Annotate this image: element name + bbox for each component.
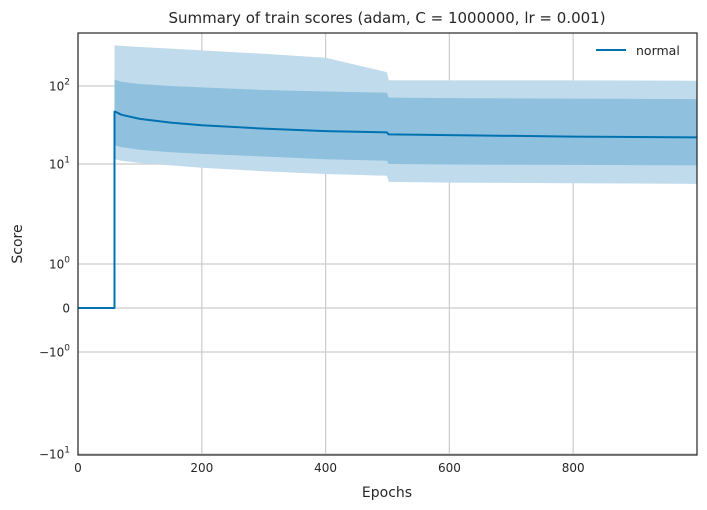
legend-label-normal: normal [636,43,680,58]
x-tick-label: 0 [74,461,82,475]
y-tick-label-base: 10 [49,258,64,272]
plot-area [77,32,698,456]
x-tick-label: 400 [314,461,337,475]
y-tick-label-exponent: 0 [64,256,70,266]
y-tick-label: 0 [62,302,70,316]
legend: normal [596,43,680,58]
y-tick-label-base: 10 [49,158,64,172]
confidence-bands [114,45,697,184]
plot-frame [77,32,698,456]
y-tick-label-exponent: 1 [64,446,70,456]
y-tick-label-exponent: 2 [64,78,70,88]
y-tick-label: −100 [39,344,70,360]
x-tick-label: 200 [190,461,213,475]
chart-title: Summary of train scores (adam, C = 10000… [168,9,605,27]
y-tick-label: 100 [49,256,70,272]
y-tick-label-base: 0 [62,302,70,316]
y-tick-label-base: 10 [49,80,64,94]
x-axis-label: Epochs [362,485,412,501]
y-axis-label: Score [10,224,26,263]
x-tick-label: 800 [562,461,585,475]
y-tick-label: −101 [39,446,70,462]
y-tick-label-base: −10 [39,448,64,462]
y-tick-label: 102 [49,78,70,94]
y-tick-label: 101 [49,156,70,172]
series-lines [78,110,698,309]
inner-band [114,79,697,166]
y-tick-label-base: −10 [39,346,64,360]
y-tick-label-exponent: 0 [64,344,70,354]
x-axis-ticks: 0 200 400 600 800 [74,461,584,475]
series-line-normal [78,110,698,309]
y-tick-label-exponent: 1 [64,156,70,166]
x-tick-label: 600 [438,461,461,475]
